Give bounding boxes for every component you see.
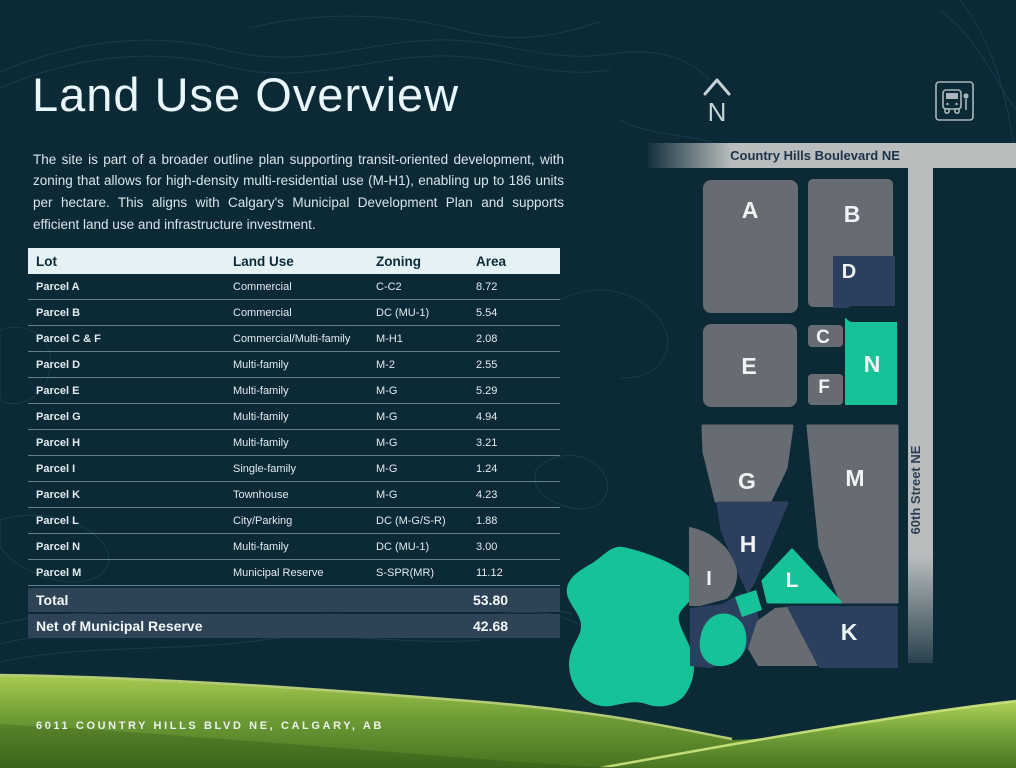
svg-text:H: H bbox=[740, 531, 757, 557]
svg-text:C: C bbox=[816, 327, 830, 348]
bus-stop-icon bbox=[935, 81, 974, 121]
parcel-F bbox=[808, 374, 843, 405]
parcel-A bbox=[703, 180, 798, 313]
parcel-H bbox=[716, 501, 789, 593]
parcel-N bbox=[845, 318, 897, 405]
road-wedge bbox=[748, 607, 818, 666]
north-compass-icon: N bbox=[703, 78, 731, 127]
grass-hills bbox=[0, 673, 1016, 768]
svg-text:G: G bbox=[738, 468, 756, 494]
svg-text:N: N bbox=[708, 97, 727, 127]
parcel-G bbox=[701, 424, 794, 503]
svg-text:D: D bbox=[842, 261, 856, 283]
parcel-I bbox=[689, 527, 738, 606]
svg-text:K: K bbox=[841, 619, 858, 645]
road-stub bbox=[845, 306, 917, 322]
pond-teal bbox=[699, 613, 747, 667]
road-label-country-hills: Country Hills Boulevard NE bbox=[730, 148, 900, 163]
svg-text:A: A bbox=[742, 197, 759, 223]
svg-text:B: B bbox=[844, 201, 861, 227]
road-country-hills bbox=[648, 143, 1016, 168]
parcel-K bbox=[786, 606, 898, 668]
road-label-60th-street: 60th Street NE bbox=[908, 445, 923, 534]
parcel-D bbox=[833, 256, 895, 308]
pond-teal-small bbox=[735, 590, 762, 617]
parcel-M bbox=[806, 424, 899, 604]
parcels-lower bbox=[689, 424, 899, 668]
svg-text:N: N bbox=[864, 351, 881, 377]
svg-text:I: I bbox=[706, 568, 712, 590]
park-green-space bbox=[566, 546, 695, 707]
parcel-L bbox=[761, 548, 842, 604]
svg-text:F: F bbox=[818, 377, 830, 398]
parcel-labels: A B D C N E F G H I L M K bbox=[706, 197, 880, 645]
parcel-C bbox=[808, 325, 843, 347]
svg-text:M: M bbox=[845, 465, 864, 491]
parcel-E bbox=[703, 324, 797, 407]
parcel-B bbox=[808, 179, 893, 307]
svg-text:E: E bbox=[741, 353, 756, 379]
parcels-upper bbox=[703, 179, 917, 407]
svg-text:L: L bbox=[786, 569, 799, 592]
roads: Country Hills Boulevard NE 60th Street N… bbox=[648, 143, 1016, 663]
road-60th-street bbox=[908, 150, 933, 663]
